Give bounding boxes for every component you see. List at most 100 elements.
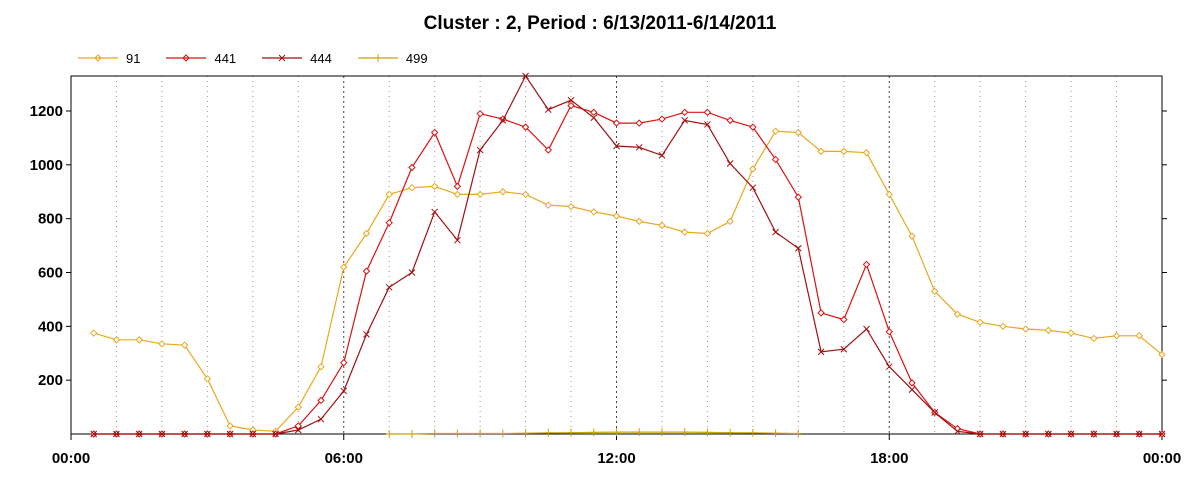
data-point-444	[567, 96, 575, 104]
data-point-91	[362, 229, 371, 238]
data-point-91	[544, 201, 553, 209]
data-point-441	[794, 193, 803, 201]
data-point-91	[567, 202, 575, 211]
data-point-441	[521, 123, 530, 131]
data-point-91	[226, 422, 234, 430]
y-tick-label: 200	[38, 372, 63, 389]
legend: 91 441 444 499	[78, 49, 454, 67]
data-point-444	[226, 430, 234, 438]
data-point-444	[113, 430, 120, 438]
data-point-444	[863, 325, 870, 333]
legend-label-499: 499	[405, 50, 428, 66]
data-point-441	[567, 101, 575, 110]
x-tick-label: 12:00	[597, 450, 635, 467]
data-point-444	[317, 415, 325, 423]
data-point-444	[908, 386, 916, 393]
data-point-91	[1090, 334, 1098, 343]
data-point-444	[931, 409, 939, 416]
data-point-499	[545, 428, 552, 437]
data-point-91	[453, 190, 462, 199]
data-point-444	[135, 430, 143, 438]
data-point-91	[1067, 329, 1075, 337]
data-point-499	[772, 429, 779, 438]
series-444	[90, 72, 1166, 438]
data-point-441	[362, 267, 371, 275]
legend-label-444: 444	[310, 50, 332, 66]
data-point-499	[636, 428, 643, 437]
data-point-444	[1022, 430, 1029, 438]
data-point-444	[885, 363, 893, 371]
plot-frame	[70, 75, 1163, 435]
data-point-91	[612, 212, 621, 220]
data-point-444	[1090, 430, 1098, 438]
data-point-91	[476, 190, 484, 199]
legend-swatch-499	[357, 54, 398, 62]
legend-item-444: 444	[262, 51, 332, 66]
data-point-91	[521, 190, 530, 199]
data-point-444	[726, 160, 734, 167]
data-point-91	[590, 208, 598, 216]
data-point-91	[1135, 332, 1143, 340]
series-line-441	[93, 104, 1162, 435]
data-point-499	[499, 429, 506, 438]
data-point-444	[181, 430, 188, 438]
data-point-91	[135, 336, 143, 344]
data-point-444	[613, 142, 620, 150]
legend-item-441: 441	[166, 51, 236, 66]
data-point-444	[999, 430, 1007, 438]
data-point-444	[954, 427, 961, 435]
data-point-499	[613, 428, 620, 437]
data-point-499	[749, 428, 756, 437]
data-point-91	[771, 127, 780, 135]
y-tick-label: 800	[38, 211, 63, 228]
data-point-444	[635, 143, 643, 151]
legend-swatch-91	[78, 54, 118, 62]
data-point-441	[408, 163, 416, 172]
data-point-444	[454, 236, 461, 244]
data-point-499	[431, 429, 438, 438]
x-tick-label: 18:00	[870, 450, 908, 467]
data-point-91	[680, 228, 689, 236]
data-point-91	[340, 263, 348, 271]
series-499	[386, 428, 802, 438]
data-point-91	[703, 229, 712, 238]
data-point-444	[1113, 430, 1120, 438]
y-tick-label: 400	[38, 318, 63, 335]
data-point-499	[681, 428, 688, 437]
data-point-91	[430, 182, 439, 191]
grid	[115, 76, 1118, 434]
data-point-444	[340, 387, 348, 395]
data-point-91	[1044, 326, 1053, 335]
series-line-444	[93, 74, 1162, 435]
data-point-499	[522, 429, 529, 438]
data-point-91	[908, 232, 916, 240]
y-tick-label: 600	[38, 264, 63, 281]
data-point-441	[658, 115, 666, 123]
data-point-441	[908, 379, 916, 387]
data-point-444	[249, 430, 257, 438]
data-point-499	[454, 429, 461, 438]
data-point-441	[703, 108, 712, 117]
data-point-444	[90, 430, 98, 438]
data-point-441	[294, 422, 302, 430]
y-tick-label: 1200	[30, 103, 63, 120]
data-point-444	[1044, 430, 1052, 438]
data-point-444	[476, 146, 484, 154]
legend-label-91: 91	[126, 50, 141, 66]
data-point-499	[590, 428, 597, 437]
data-point-444	[590, 114, 598, 122]
data-point-91	[158, 340, 166, 348]
data-point-91	[794, 128, 803, 137]
data-point-91	[976, 318, 984, 327]
data-point-444	[499, 117, 507, 124]
data-point-441	[453, 182, 462, 191]
data-point-441	[317, 396, 325, 405]
data-point-441	[862, 260, 871, 269]
data-point-441	[885, 328, 893, 336]
data-point-91	[317, 362, 325, 371]
series-441	[90, 101, 1166, 438]
data-point-444	[772, 228, 779, 236]
data-point-91	[749, 165, 757, 173]
data-point-91	[840, 147, 848, 156]
data-point-444	[817, 348, 825, 356]
